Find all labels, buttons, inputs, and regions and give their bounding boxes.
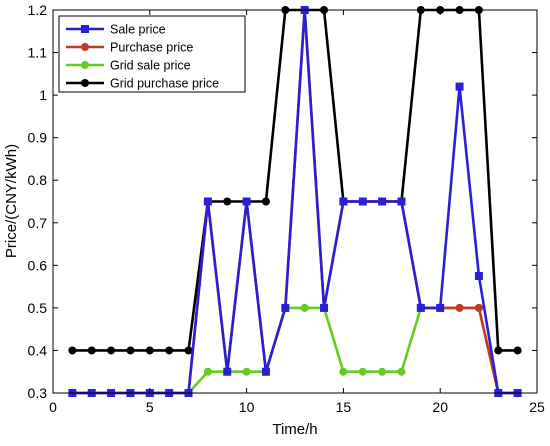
data-point <box>261 367 270 376</box>
data-point <box>223 367 232 376</box>
y-tick-label: 0.5 <box>28 300 48 316</box>
y-tick-label: 0.8 <box>28 172 48 188</box>
data-point <box>320 303 329 312</box>
y-axis-label: Price/(CNY/kWh) <box>3 144 20 258</box>
y-tick-label: 0.7 <box>28 215 48 231</box>
y-tick-label: 1 <box>39 87 47 103</box>
data-point <box>242 197 251 206</box>
data-point <box>397 197 406 206</box>
plot-frame <box>52 9 538 394</box>
x-axis-label: Time/h <box>272 421 317 438</box>
data-point <box>378 367 387 376</box>
data-point <box>203 367 212 376</box>
data-point <box>358 197 367 206</box>
y-tick-label: 0.6 <box>28 257 48 273</box>
data-point <box>203 197 212 206</box>
data-point <box>87 346 96 355</box>
y-tick-label: 0.9 <box>28 130 48 146</box>
data-point <box>455 82 464 91</box>
data-point <box>416 303 425 312</box>
legend-label: Grid sale price <box>110 59 191 73</box>
x-tick-label: 15 <box>336 399 352 415</box>
data-point <box>455 303 464 312</box>
data-point <box>223 197 232 206</box>
data-point <box>107 346 116 355</box>
legend-label: Sale price <box>110 23 166 37</box>
data-point <box>261 197 270 206</box>
y-tick-label: 0.4 <box>28 342 48 358</box>
data-point <box>474 303 483 312</box>
legend-marker <box>81 43 89 51</box>
x-tick-label: 10 <box>239 399 255 415</box>
y-tick-label: 0.3 <box>28 385 48 401</box>
data-point <box>378 197 387 206</box>
data-point <box>513 346 522 355</box>
legend-label: Purchase price <box>110 41 193 55</box>
data-point <box>126 346 135 355</box>
data-point <box>300 303 309 312</box>
x-tick-label: 5 <box>146 399 154 415</box>
legend: Sale price Purchase price Grid sale price G… <box>58 15 246 93</box>
x-tick-label: 0 <box>49 399 57 415</box>
data-point <box>281 303 290 312</box>
data-point <box>339 197 348 206</box>
series-layer <box>68 6 522 397</box>
data-point <box>145 346 154 355</box>
data-point <box>436 303 445 312</box>
legend-marker <box>81 25 89 33</box>
data-point <box>339 367 348 376</box>
data-point <box>474 271 483 280</box>
data-point <box>242 367 251 376</box>
x-tick-label: 25 <box>529 399 545 415</box>
data-point <box>165 346 174 355</box>
legend-label: Grid purchase price <box>110 77 219 91</box>
data-point <box>184 346 193 355</box>
data-point <box>494 346 503 355</box>
data-point <box>68 346 77 355</box>
y-tick-label: 1.1 <box>28 45 48 61</box>
x-tick-label: 20 <box>432 399 448 415</box>
y-tick-label: 1.2 <box>28 2 48 18</box>
data-point <box>358 367 367 376</box>
data-point <box>397 367 406 376</box>
legend-marker <box>81 61 89 69</box>
axis-layer: 0 5 10 15 20 25 0.3 0.4 0.5 0.6 0.7 0.8 0.9 1 1.1 1.2 <box>28 2 545 415</box>
legend-marker <box>81 79 89 87</box>
